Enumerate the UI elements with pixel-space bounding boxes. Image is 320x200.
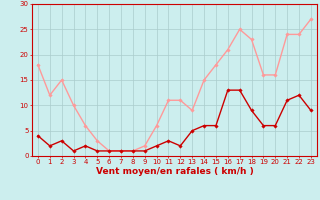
X-axis label: Vent moyen/en rafales ( km/h ): Vent moyen/en rafales ( km/h ) [96,167,253,176]
